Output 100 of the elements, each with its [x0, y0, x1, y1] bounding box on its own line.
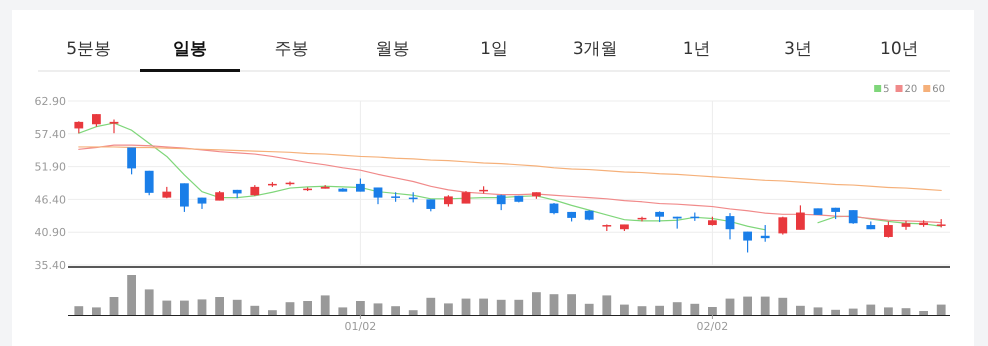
bar: [902, 308, 910, 315]
legend-label: 60: [932, 84, 945, 95]
candlestick: [884, 220, 893, 238]
bar: [250, 306, 260, 315]
candlestick: [374, 186, 382, 205]
candlestick: [127, 146, 136, 175]
bar: [814, 307, 822, 315]
y-tick-label: 51.90: [34, 160, 66, 174]
candlestick: [550, 202, 558, 215]
bar: [708, 307, 717, 315]
bar: [760, 296, 770, 315]
category-label: 3개월: [572, 39, 618, 59]
bar: [408, 310, 418, 315]
candlestick: [144, 170, 154, 196]
y-tick-label: 57.40: [34, 128, 66, 141]
bar: [726, 298, 734, 315]
bar: [496, 300, 506, 315]
candlestick: [831, 207, 840, 220]
bar: [672, 302, 682, 315]
category-label: 10년: [880, 39, 919, 59]
bar: [462, 298, 470, 315]
candlestick: [462, 190, 470, 204]
candlestick: [444, 194, 453, 208]
bar: [426, 298, 436, 315]
bar: [550, 294, 558, 315]
y-tick-label: 40.90: [34, 226, 66, 240]
bar: [391, 306, 400, 315]
candlestick: [356, 178, 365, 192]
bar: [567, 294, 576, 315]
bar: [268, 310, 277, 315]
bar: [215, 297, 224, 315]
x-tick-label: 02/02: [696, 320, 728, 333]
candlestick: [250, 184, 260, 196]
candlestick: [796, 204, 805, 230]
category-label: 1일: [480, 39, 508, 59]
bar: [514, 300, 524, 315]
candlestick: [690, 212, 700, 222]
bar: [584, 304, 594, 315]
candlestick: [180, 182, 189, 213]
bar: [884, 307, 893, 315]
category-label: 주봉: [274, 39, 308, 59]
bar: [303, 301, 312, 315]
candlestick: [408, 192, 418, 203]
candlestick: [496, 194, 506, 211]
candlestick: [778, 216, 788, 236]
bar: [92, 307, 101, 315]
bar: [162, 300, 172, 315]
bar: [532, 292, 541, 315]
bar: [74, 306, 84, 315]
bar: [198, 299, 206, 315]
legend-label: 5: [883, 84, 890, 95]
candlestick: [92, 114, 101, 128]
candlestick: [602, 224, 612, 232]
bar: [320, 295, 330, 315]
bar: [444, 303, 453, 315]
bar: [690, 304, 700, 315]
bar: [796, 306, 805, 315]
line-series: [78, 146, 942, 192]
bar: [286, 302, 294, 315]
bar: [479, 298, 488, 315]
candlestick: [655, 210, 664, 223]
candlestick: [672, 216, 682, 230]
candlestick: [936, 218, 946, 228]
bar: [374, 303, 382, 315]
bar: [866, 304, 876, 315]
bar: [232, 300, 242, 315]
category-label: 1년: [682, 39, 711, 59]
candlestick: [391, 192, 400, 202]
legend-label: 20: [904, 84, 918, 95]
bar: [110, 297, 118, 315]
bar: [620, 304, 629, 315]
candlestick: [726, 212, 734, 240]
candlestick: [198, 197, 206, 210]
text: 일봉: [173, 39, 207, 59]
bar: [831, 310, 840, 315]
bar: [936, 304, 946, 315]
bar: [338, 307, 348, 315]
candlestick: [584, 210, 594, 221]
candlestick: [74, 120, 84, 134]
y-tick-label: 35.40: [34, 259, 66, 272]
category-label: 3년: [784, 39, 812, 59]
category-label: 월봉: [376, 39, 410, 59]
bar: [848, 308, 858, 315]
bar: [638, 306, 646, 315]
category-label: 5분봉: [66, 39, 112, 59]
bar: [602, 295, 612, 315]
bar: [356, 301, 365, 315]
bar: [919, 311, 928, 315]
bar: [778, 298, 788, 315]
candlestick: [848, 210, 858, 224]
bar: [180, 300, 189, 315]
y-tick-label: 62.90: [34, 95, 66, 108]
y-tick-label: 46.40: [34, 193, 66, 206]
bar: [655, 306, 664, 315]
bar: [144, 289, 154, 315]
x-tick-label: 01/02: [344, 320, 376, 333]
candlestick: [743, 231, 752, 254]
candlestick: [162, 186, 172, 199]
bar: [743, 296, 752, 315]
bar: [127, 275, 136, 315]
